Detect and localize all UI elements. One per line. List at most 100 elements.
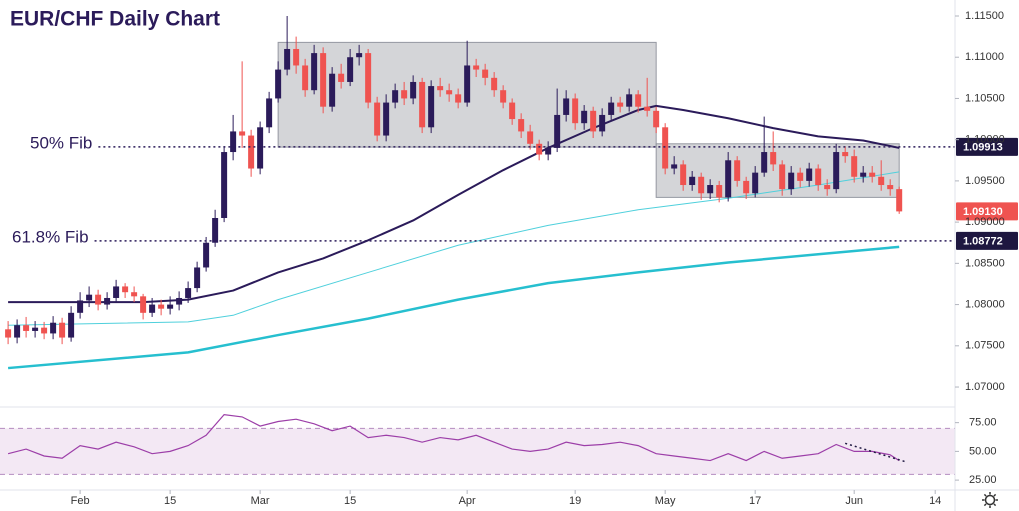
candle-body [428,86,435,128]
level-name: 50% Fib [30,133,92,152]
candle-body [77,300,84,313]
candle-body [329,73,336,107]
x-tick-label: 14 [929,495,941,507]
candle-body [41,327,48,334]
candle-body [815,168,822,186]
candle-body [104,297,111,305]
candle-body [608,102,615,115]
rsi-trendline [844,442,906,463]
candle-body [149,304,156,313]
candle-body [266,98,273,128]
moving-average [8,171,900,326]
candle-body [743,180,750,194]
candle-body [374,102,381,136]
chart-title: EUR/CHF Daily Chart [10,8,220,31]
candle-body [599,114,606,132]
candle-body [833,152,840,190]
x-tick-label: Mar [251,495,270,507]
candle-body [869,172,876,177]
candle-body [446,90,453,95]
rsi-y-tick-label: 50.00 [969,445,997,457]
moving-average [7,245,900,370]
candle-body [671,164,678,169]
candle-body [158,304,165,309]
y-tick-label: 1.11000 [965,51,1004,63]
level-price-box [956,137,1018,156]
candle-body [311,53,318,91]
candle-body [860,172,867,177]
candle-body [203,242,210,268]
candle-body [788,172,795,190]
candle-body [392,90,399,103]
level-price-label: 1.08772 [963,235,1003,247]
candle-body [122,286,129,293]
candle-body [851,156,858,177]
candle-body [797,172,804,181]
rsi-y-tick-label: 25.00 [969,474,997,486]
candle-body [410,81,417,99]
candle-body [644,106,651,111]
candle-body [806,168,813,181]
candle-body [248,135,255,169]
candle-body [464,65,471,103]
candle-body [896,189,903,212]
x-tick-label: 19 [569,495,581,507]
candle-body [779,164,786,190]
candle-body [14,325,21,338]
y-tick-label: 1.09500 [965,175,1005,187]
candle-body [590,110,597,132]
candle-body [284,48,291,70]
candle-body [86,294,93,301]
x-tick-label: Feb [71,495,90,507]
candle-body [401,90,408,99]
candle-body [725,160,732,198]
candle-body [626,94,633,107]
level-name: 61.8% Fib [12,227,89,246]
candle-body [509,102,516,120]
candle-body [194,267,201,289]
candle-body [455,94,462,103]
candle-body [500,90,507,103]
candle-body [5,329,12,338]
candle-body [419,81,426,128]
candle-body [581,110,588,124]
candle-body [563,98,570,115]
candle-body [491,77,498,91]
moving-average [8,104,900,304]
x-tick-label: 15 [344,495,356,507]
candle-body [95,294,102,305]
y-tick-label: 1.08000 [965,298,1005,310]
candle-body [635,94,642,107]
rsi-panel [0,413,955,475]
candle-body [482,69,489,78]
moving-averages [7,104,900,370]
x-tick-label: 17 [749,495,761,507]
y-tick-label: 1.11500 [965,10,1004,22]
rsi-line [7,413,900,462]
candle-body [32,327,39,331]
candle-body [653,110,660,128]
candle-body [734,160,741,181]
candle-body [347,57,354,82]
candle-body [572,98,579,124]
candle-body [545,147,552,155]
candle-body [698,176,705,194]
x-tick-label: 15 [164,495,176,507]
x-tick-label: May [655,495,676,507]
candle-body [824,185,831,190]
candle-body [437,86,444,91]
candle-body [662,127,669,169]
candle-body [878,176,885,186]
candle-body [221,152,228,219]
settings-icon[interactable] [982,492,998,508]
y-tick-label: 1.10500 [965,92,1005,104]
candle-body [707,185,714,194]
level-price-label: 1.09913 [963,141,1003,153]
candle-body [680,164,687,186]
y-tick-label: 1.07000 [965,381,1005,393]
candle-body [293,48,300,66]
candle-body [275,69,282,99]
candle-body [239,131,246,136]
